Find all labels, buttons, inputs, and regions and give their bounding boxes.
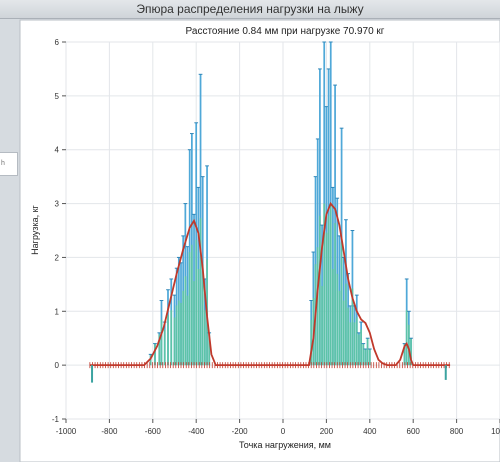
bar-fill (190, 244, 193, 366)
x-tick-label: 400 (363, 427, 377, 436)
bar-fill (184, 276, 187, 366)
bar-fill (364, 348, 367, 366)
y-tick-label: 5 (55, 92, 60, 101)
bar-fill (158, 334, 161, 366)
bar-fill (336, 273, 339, 366)
bar-fill (182, 290, 185, 366)
bar-fill (167, 315, 169, 366)
bar-fill (327, 215, 330, 366)
outlier-points (91, 365, 447, 383)
bar-fill (405, 310, 408, 366)
x-tick-label: 1000 (491, 427, 500, 436)
x-tick-label: -1000 (56, 427, 77, 436)
bar-fill (173, 317, 176, 366)
y-tick-label: -1 (52, 415, 60, 424)
x-tick-label: -400 (188, 427, 205, 436)
x-tick-label: 200 (320, 427, 334, 436)
bar-fill (407, 324, 410, 366)
bar-fill (204, 310, 206, 366)
bar-fill (321, 285, 323, 366)
bar-fill (197, 269, 200, 366)
bar-fill (199, 218, 202, 366)
bar-fill (366, 338, 369, 366)
x-tick-label: -600 (145, 427, 162, 436)
bar-fill (186, 295, 189, 366)
y-tick-label: 6 (55, 38, 60, 47)
bar-fill (338, 290, 341, 366)
bar-fill (201, 264, 204, 366)
y-tick-label: 2 (55, 253, 60, 262)
bar-fill (316, 247, 319, 366)
bar-fill (342, 300, 345, 366)
bar-fill (160, 319, 163, 366)
bar-fill (362, 343, 365, 366)
x-axis-ticks: -1000 -800 -600 -400 -200 0 200 400 600 800 1000 (56, 419, 500, 436)
bar-fill (355, 317, 358, 366)
bar-fill (325, 232, 328, 366)
x-tick-label: -200 (232, 427, 249, 436)
bar-fill (180, 302, 182, 366)
bar-fill (319, 215, 321, 366)
x-tick-label: -800 (101, 427, 118, 436)
bar-fill (188, 252, 191, 366)
bar-fill (323, 203, 326, 366)
bar-fill (163, 329, 166, 366)
window-title: Эпюра распределения нагрузки на лыжу (136, 2, 364, 16)
x-axis-label: Точка нагружения, мм (239, 440, 331, 450)
x-tick-label: 600 (407, 427, 421, 436)
bar-fill (340, 242, 343, 366)
bar-fill (208, 334, 211, 366)
y-tick-label: 0 (55, 361, 60, 370)
y-tick-label: 3 (55, 200, 60, 209)
bar-fill (177, 300, 180, 366)
bar-fill (332, 269, 334, 366)
y-tick-label: 1 (55, 307, 60, 316)
bar-fill (170, 310, 173, 366)
y-axis-label: Нагрузка, кг (30, 204, 40, 254)
bar-fill (349, 322, 352, 366)
bar-fill (310, 319, 313, 366)
bar-fill (193, 281, 195, 366)
bar-fill (345, 283, 347, 366)
chart-title: Расстояние 0.84 мм при нагрузке 70.970 к… (186, 26, 385, 37)
bar-fill (195, 239, 198, 366)
x-tick-label: 800 (450, 427, 464, 436)
bar-fill (154, 343, 156, 366)
bar-fill (351, 288, 354, 366)
bar-fill (329, 203, 332, 366)
bar-fill (368, 348, 371, 366)
bar-fill (353, 322, 356, 366)
side-text-field[interactable]: h (0, 152, 18, 176)
y-axis-ticks: -1 0 1 2 3 4 5 6 (52, 38, 66, 424)
bar-fill (347, 307, 349, 366)
x-tick-label: 0 (281, 427, 286, 436)
load-curve (89, 201, 451, 366)
bar-fill (410, 338, 412, 366)
bar-fill (358, 334, 360, 366)
bar-fill (403, 343, 406, 366)
window-titlebar: Эпюра распределения нагрузки на лыжу (0, 0, 500, 19)
bar-fill (175, 305, 178, 366)
bar-fill (360, 329, 362, 366)
y-tick-label: 4 (55, 146, 60, 155)
bar-fill (334, 222, 336, 366)
